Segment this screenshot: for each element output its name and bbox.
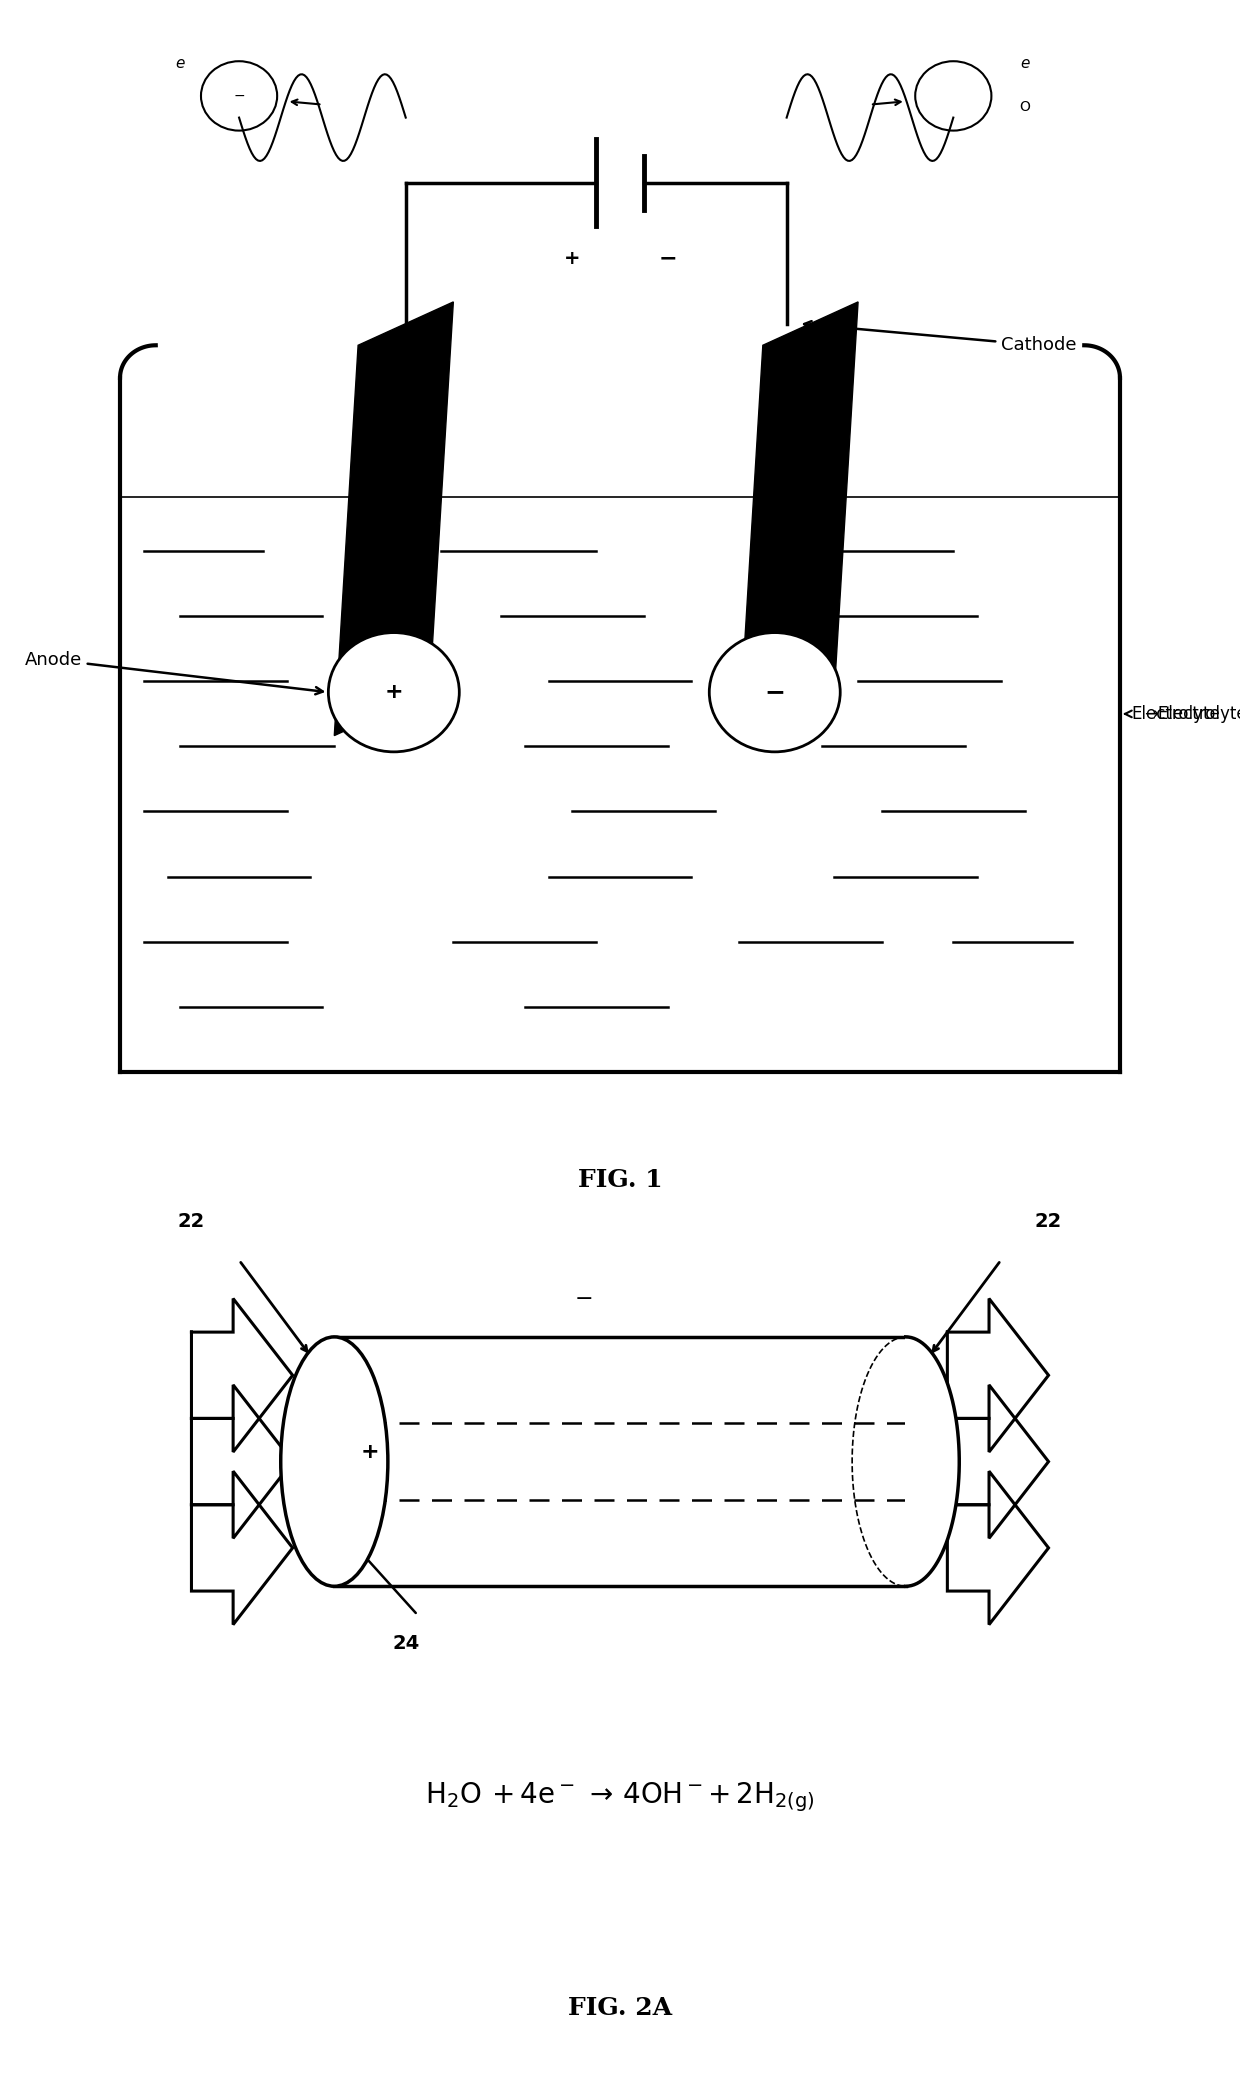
Text: O: O [1019,100,1030,115]
Text: Electrolyte: Electrolyte [1125,705,1220,723]
Text: FIG. 1: FIG. 1 [578,1168,662,1193]
Text: Cathode: Cathode [804,321,1076,354]
Text: +: + [384,682,403,703]
Text: e: e [1021,56,1029,71]
Text: −: − [233,90,244,102]
Text: 24: 24 [392,1635,419,1653]
Text: −: − [764,680,785,705]
Text: −: − [658,248,677,269]
Text: +: + [564,248,580,269]
Text: Anode: Anode [25,651,322,694]
Text: e: e [175,56,185,71]
Text: 22: 22 [1035,1211,1063,1232]
Circle shape [329,632,459,753]
Text: →Electrolyte: →Electrolyte [1143,705,1240,723]
Text: $\mathrm{H_2O}$$\,+4\mathrm{e}^-$$\,\rightarrow\,$$4\mathrm{OH}^-$$+\,2\mathrm{H: $\mathrm{H_2O}$$\,+4\mathrm{e}^-$$\,\rig… [425,1781,815,1814]
Polygon shape [335,302,454,736]
Polygon shape [739,302,858,736]
Text: FIG. 2A: FIG. 2A [568,1995,672,2020]
Text: +: + [361,1443,379,1462]
Polygon shape [905,1336,960,1587]
Text: 22: 22 [177,1211,205,1232]
Text: −: − [575,1289,594,1309]
Ellipse shape [280,1336,388,1587]
Circle shape [709,632,841,753]
